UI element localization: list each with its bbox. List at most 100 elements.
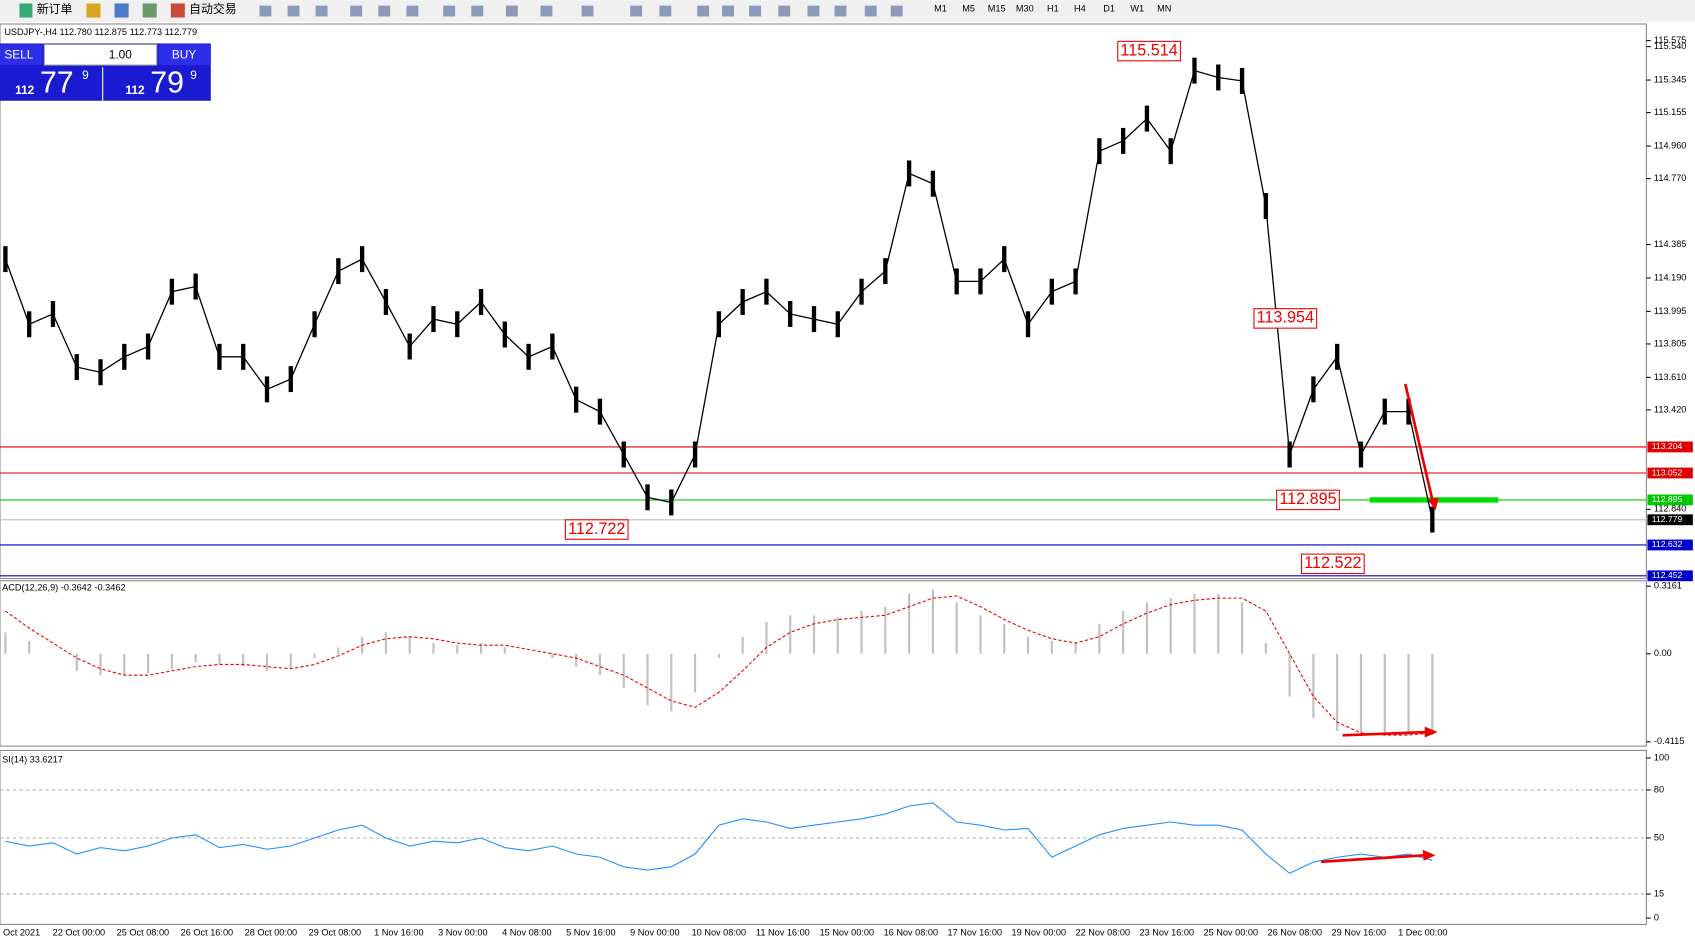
macd-bar [860,610,863,654]
macd-bar [931,589,934,654]
x-tick-label: 15 Nov 00:00 [820,928,875,938]
macd-bar [194,653,197,663]
x-tick-label: 11 Nov 16:00 [756,928,810,938]
macd-bar [646,653,649,706]
macd-bar [741,636,744,654]
tool-icon[interactable] [697,5,710,17]
tool-icon[interactable] [864,5,877,17]
new-order-icon[interactable] [19,3,33,18]
tool-icon[interactable] [778,5,791,17]
macd-bar [1312,653,1315,718]
buy-button[interactable] [158,44,211,66]
ask-frac: 9 [190,68,197,82]
macd-bar [765,621,768,654]
macd-bar [408,636,411,654]
tool-icon[interactable] [834,5,847,17]
tool-icon[interactable] [540,5,553,17]
timeframe-button[interactable]: M30 [1016,3,1034,13]
tool-icon[interactable] [86,3,101,18]
macd-bar [1359,653,1363,736]
x-tick-label: 22 Nov 08:00 [1076,928,1131,938]
macd-bar [1383,653,1386,736]
timeframe-button[interactable]: MN [1157,3,1171,13]
sell-label[interactable]: SELL [4,47,33,61]
tool-icon[interactable] [749,5,762,17]
timeframe-button[interactable]: M15 [988,3,1006,13]
tool-icon[interactable] [722,5,734,17]
price-annotation-box [1300,553,1365,575]
timeframe-button[interactable]: H4 [1074,3,1086,13]
buy-label[interactable]: BUY [172,47,196,61]
lot-input[interactable] [43,44,158,66]
level-tag [1647,570,1693,582]
macd-bar [1193,593,1196,654]
macd-bar [1217,593,1220,654]
macd-bar [1145,602,1149,654]
level-label: 112.779 [1652,514,1683,524]
timeframe-button[interactable]: H1 [1047,3,1059,13]
tool-icon[interactable] [350,5,363,17]
x-tick-label: 5 Nov 16:00 [566,928,615,938]
timeframe-button[interactable]: W1 [1130,3,1144,13]
macd-bar [242,653,245,667]
macd-bar [1050,640,1053,654]
new-order-button[interactable]: 新订单 [37,2,73,16]
macd-bar [1122,610,1125,654]
macd-bar [1240,602,1244,654]
tool-icon[interactable] [471,5,484,17]
tool-icon[interactable] [406,5,419,17]
auto-trading-button[interactable]: 自动交易 [189,2,237,16]
timeframe-button[interactable]: M1 [934,3,947,13]
tool-icon[interactable] [142,3,157,18]
x-tick-label: 1 Dec 00:00 [1398,928,1447,938]
macd-label: ACD(12,26,9) -0.3642 -0.3462 [2,583,125,593]
macd-bar [1169,598,1172,654]
macd-bar [1098,623,1101,654]
tool-icon[interactable] [315,5,328,17]
tool-icon[interactable] [287,5,300,17]
macd-bar [1431,653,1434,736]
y-tick-label: 112.840 [1654,504,1686,514]
x-tick-label: 29 Nov 16:00 [1332,928,1387,938]
y-tick-label: 15 [1654,888,1664,898]
tool-icon[interactable] [114,3,129,18]
sell-button[interactable] [0,44,43,66]
price-annotation: 112.522 [1304,554,1361,572]
y-tick-label: 114.960 [1654,140,1686,150]
level-tag [1647,441,1693,453]
x-tick-label: 17 Nov 16:00 [948,928,1003,938]
macd-bar [812,615,816,654]
tool-icon[interactable] [581,5,594,17]
price-annotation-box [564,519,629,540]
price-annotation: 112.895 [1279,490,1336,508]
macd-bar [432,643,435,654]
bid-frac: 9 [82,68,89,82]
price-annotation-box [1117,40,1181,62]
chart-header: USDJPY-,H4 112.780 112.875 112.773 112.7… [4,27,197,37]
macd-bar [28,640,31,654]
macd-bar [1026,636,1030,654]
price-annotation: 112.722 [568,520,625,538]
auto-trading-icon[interactable] [170,3,185,18]
macd-signal [5,595,1433,736]
x-tick-label: 29 Oct 08:00 [309,928,362,938]
tool-icon[interactable] [630,5,643,17]
level-label: 112.452 [1652,570,1683,580]
tool-icon[interactable] [807,5,820,17]
tool-icon[interactable] [443,5,456,17]
x-tick-label: 26 Nov 08:00 [1268,928,1323,938]
macd-bar [884,606,887,654]
level-label: 112.632 [1652,539,1683,549]
price-annotation-box [1276,489,1340,511]
macd-bar [503,647,506,654]
timeframe-button[interactable]: D1 [1103,3,1115,13]
tool-icon[interactable] [659,5,672,17]
tool-icon[interactable] [505,5,518,17]
macd-bar [622,653,625,689]
x-tick-label: 10 Nov 08:00 [692,928,747,938]
timeframe-button[interactable]: M5 [962,3,975,13]
tool-icon[interactable] [890,5,903,17]
tool-icon[interactable] [378,5,391,17]
lot-value[interactable]: 1.00 [109,47,133,61]
tool-icon[interactable] [259,5,272,17]
